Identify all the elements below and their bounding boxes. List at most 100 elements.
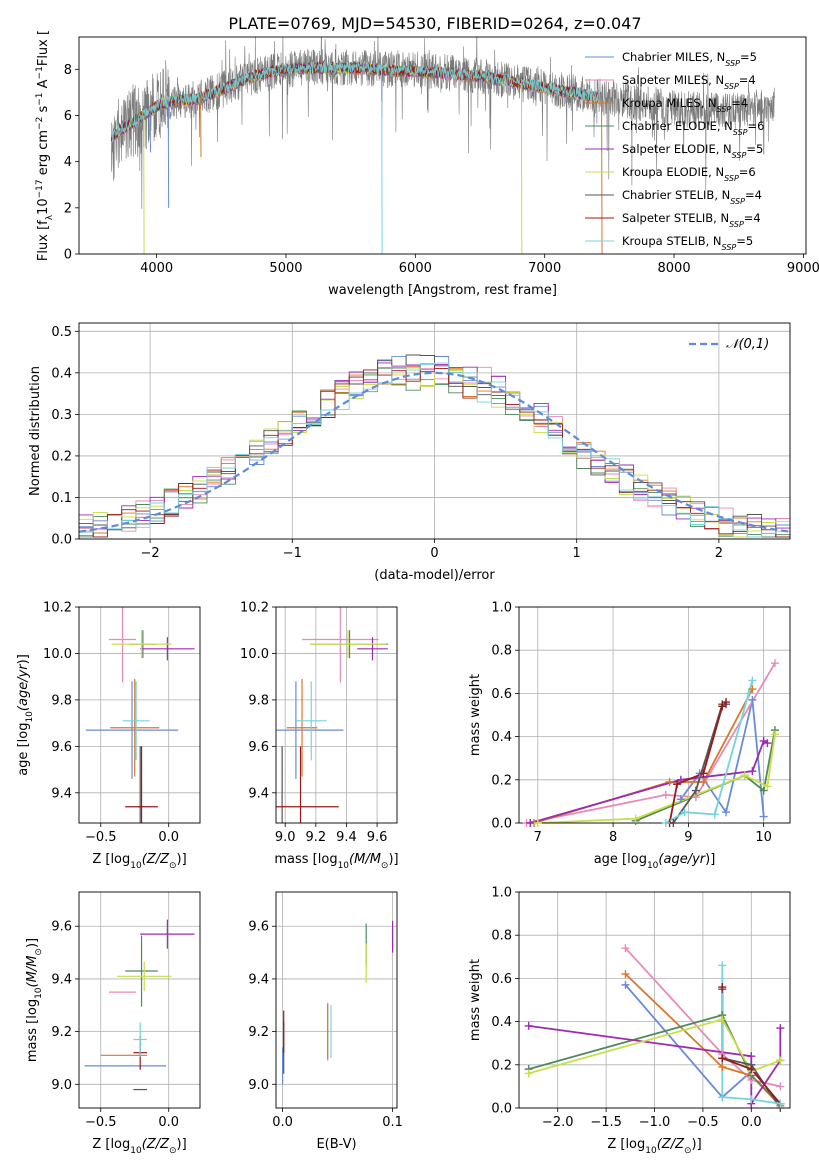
y-tick-label: 2 [64, 201, 72, 216]
axes-frame [518, 606, 791, 824]
weight-point-marker [747, 1095, 756, 1104]
weight-point-marker [533, 819, 542, 827]
y-tick-label: 9.4 [51, 972, 72, 987]
y-tick-label: 0.2 [491, 1058, 512, 1073]
y-tick-label: 9.2 [51, 1025, 72, 1040]
plot-area [84, 919, 195, 1091]
label-part: log [110, 852, 130, 867]
x-tick-label: 0.0 [741, 1115, 762, 1130]
weight-point-marker [776, 1024, 785, 1033]
weight-point-marker [776, 1082, 785, 1091]
weight-point-marker [748, 676, 757, 685]
x-tick-label: −1.0 [639, 1115, 671, 1130]
weight-point-marker [699, 769, 708, 778]
weight-point-marker [748, 767, 757, 776]
panel-age-vs-Z: −0.5 0.09.49.69.810.010.2Z [log10(Z/Z⊙)]a… [16, 601, 201, 871]
weight-point-marker [776, 1056, 785, 1065]
y-tick-label: 0.0 [51, 533, 72, 548]
gaussian-curve [79, 371, 790, 533]
y-tick-label: 0.0 [491, 817, 512, 832]
weight-point-marker [631, 814, 640, 823]
label-part: =5 [746, 142, 763, 156]
y-tick-label: 10.2 [43, 601, 72, 616]
label-part: ⊙ [169, 1146, 177, 1156]
label-part: (age/yr [16, 663, 31, 711]
label-part: Kroupa ELODIE, N [622, 165, 724, 179]
label-part: =4 [744, 211, 761, 225]
x-tick-label: −2.0 [542, 1115, 574, 1130]
weight-point-marker [763, 739, 772, 748]
legend-label: Kroupa STELIB, NSSP=5 [622, 234, 753, 252]
label-part: Z [ [607, 1137, 625, 1152]
label-part: Chabrier STELIB, N [622, 188, 730, 202]
y-tick-label: 9.6 [51, 920, 72, 935]
legend-label: Salpeter ELODIE, NSSP=5 [622, 142, 763, 160]
label-part: =5 [736, 234, 753, 248]
y-tick-label: 0.6 [491, 687, 512, 702]
weight-point-marker [776, 1099, 785, 1108]
label-part: Salpeter ELODIE, N [622, 142, 732, 156]
y-tick-label: 0.4 [491, 1015, 512, 1030]
label-part: −17 [35, 179, 45, 198]
histogram-step-kroupa-stelib [79, 362, 790, 538]
gridlines [79, 606, 200, 823]
y-tick-label: 9.4 [248, 786, 269, 801]
label-part: SSP [732, 151, 747, 160]
x-tick-label: 7000 [528, 261, 561, 276]
x-axis-label: mass [log10(M/M⊙)] [274, 852, 398, 871]
label-part: (M/M [25, 956, 40, 988]
label-part: log [318, 852, 338, 867]
label-part: Chabrier ELODIE, N [622, 119, 733, 133]
weight-point-marker [621, 944, 630, 953]
weight-point-marker [748, 685, 757, 694]
plot-area [79, 354, 790, 538]
weight-point-marker [524, 1021, 533, 1030]
x-tick-label: 0 [430, 546, 438, 561]
axes-frame [78, 36, 807, 255]
x-tick-label: 5000 [269, 261, 302, 276]
plot-area [276, 607, 388, 823]
observed-spectrum-line [111, 37, 775, 209]
y-tick-label: 0.5 [51, 325, 72, 340]
label-part: age [ [16, 742, 31, 775]
x-tick-label: −0.5 [85, 830, 117, 845]
y-axis-label: Normed distribution [28, 366, 43, 496]
x-tick-label: 4000 [140, 261, 173, 276]
label-part: SSP [730, 197, 745, 206]
label-part: 10 [34, 987, 44, 999]
x-axis-label: age [log10(age/yr)] [594, 852, 716, 871]
weight-point-marker [718, 961, 727, 970]
y-axis-label: mass [log10(M/M⊙)] [25, 938, 44, 1062]
y-tick-label: 9.6 [248, 740, 269, 755]
label-part: 10 [647, 861, 659, 871]
label-part: s [36, 106, 51, 117]
label-part: −2 [35, 117, 45, 130]
x-axis-label: wavelength [Angstrom, rest frame] [328, 283, 557, 298]
label-part: mass [ [274, 852, 317, 867]
label-part: 10 [36, 198, 51, 215]
weight-line-chabrier-miles [680, 699, 765, 817]
gaussian-legend-label: 𝒩(0,1) [726, 337, 769, 352]
label-part: (Z/Z [657, 1137, 685, 1152]
weight-point-marker [661, 790, 670, 799]
y-tick-label: 9.4 [248, 972, 269, 987]
weight-point-marker [673, 780, 682, 789]
y-tick-label: 9.4 [51, 786, 72, 801]
panel-mass-vs-EBV: 0.0 0.1 9.0 9.2 9.4 9.6 E(B-V) [248, 891, 403, 1152]
y-tick-label: 9.2 [248, 1025, 269, 1040]
label-part: )] [16, 654, 31, 664]
label-part: log [16, 723, 31, 743]
label-part: λ [45, 214, 55, 220]
legend-label: Chabrier ELODIE, NSSP=6 [622, 119, 764, 137]
weight-point-marker [722, 698, 731, 707]
weight-point-marker [718, 983, 727, 992]
x-tick-label: 2 [715, 546, 723, 561]
weight-line-kroupa-elodie [528, 1018, 781, 1075]
weight-point-marker [718, 1062, 727, 1071]
label-part: mass [ [25, 1019, 40, 1062]
y-tick-label: 0.0 [491, 1102, 512, 1117]
label-part: SSP [725, 59, 740, 68]
x-tick-label: 0.0 [158, 1115, 179, 1130]
x-tick-label: 9.4 [336, 830, 357, 845]
